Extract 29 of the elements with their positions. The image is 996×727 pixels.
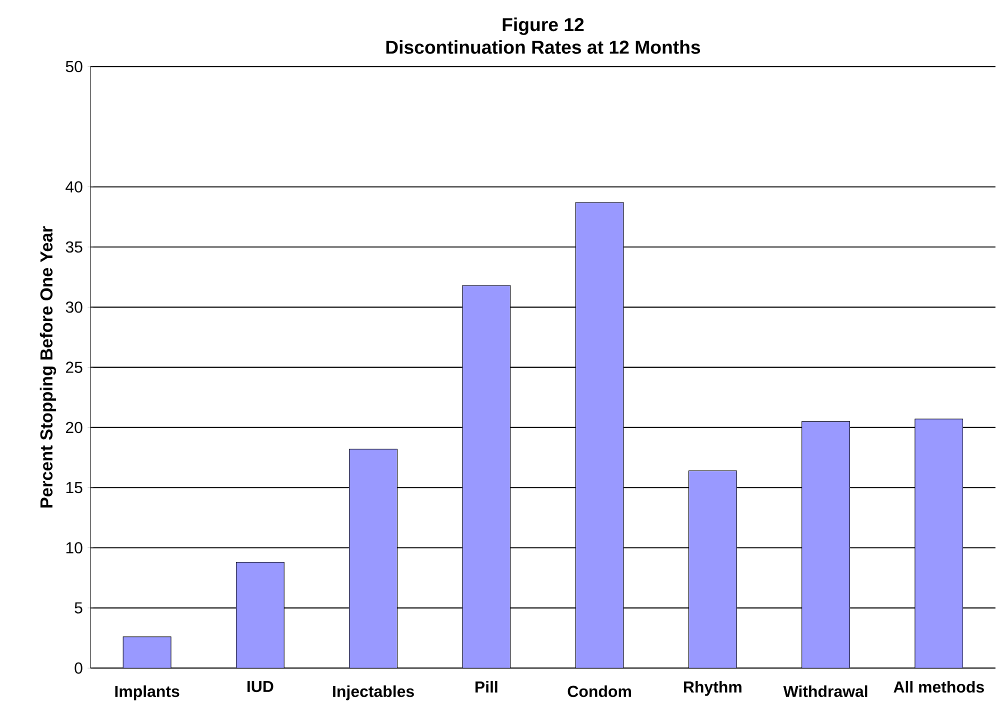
y-axis-title: Percent Stopping Before One Year (40, 226, 56, 508)
x-tick-label: Injectables (333, 686, 414, 700)
chart-title: Figure 12 (502, 18, 584, 36)
bar (914, 418, 964, 668)
bar (123, 636, 172, 668)
x-tick-label: Withdrawal (783, 686, 868, 698)
y-tick-label: 15 (66, 482, 82, 494)
bar (236, 562, 284, 668)
y-tick-label: 5 (74, 602, 82, 614)
bar (576, 202, 624, 668)
y-tick-label: 40 (66, 181, 82, 193)
x-tick-label: Condom (568, 686, 631, 698)
x-tick-label: IUD (247, 681, 274, 692)
y-tick-label: 50 (66, 61, 82, 72)
y-tick-label: 0 (74, 662, 82, 674)
bar (462, 286, 510, 668)
y-tick-label: 20 (66, 422, 82, 434)
y-tick-label: 10 (66, 542, 82, 554)
x-tick-label: Pill (476, 681, 498, 693)
bar (802, 422, 850, 668)
x-tick-label: Rhythm (684, 681, 742, 696)
bar (688, 470, 737, 668)
y-tick-label: 25 (66, 362, 82, 374)
x-tick-label: All methods (894, 681, 984, 693)
bar (349, 449, 398, 668)
y-tick-label: 35 (66, 242, 82, 253)
chart-subtitle: Discontinuation Rates at 12 Months (386, 40, 700, 54)
y-tick-label: 30 (66, 302, 82, 313)
x-tick-label: Implants (115, 686, 180, 700)
